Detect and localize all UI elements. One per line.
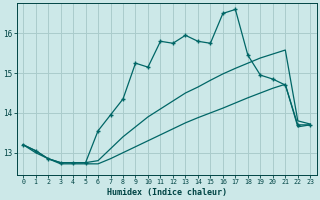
X-axis label: Humidex (Indice chaleur): Humidex (Indice chaleur) — [107, 188, 227, 197]
